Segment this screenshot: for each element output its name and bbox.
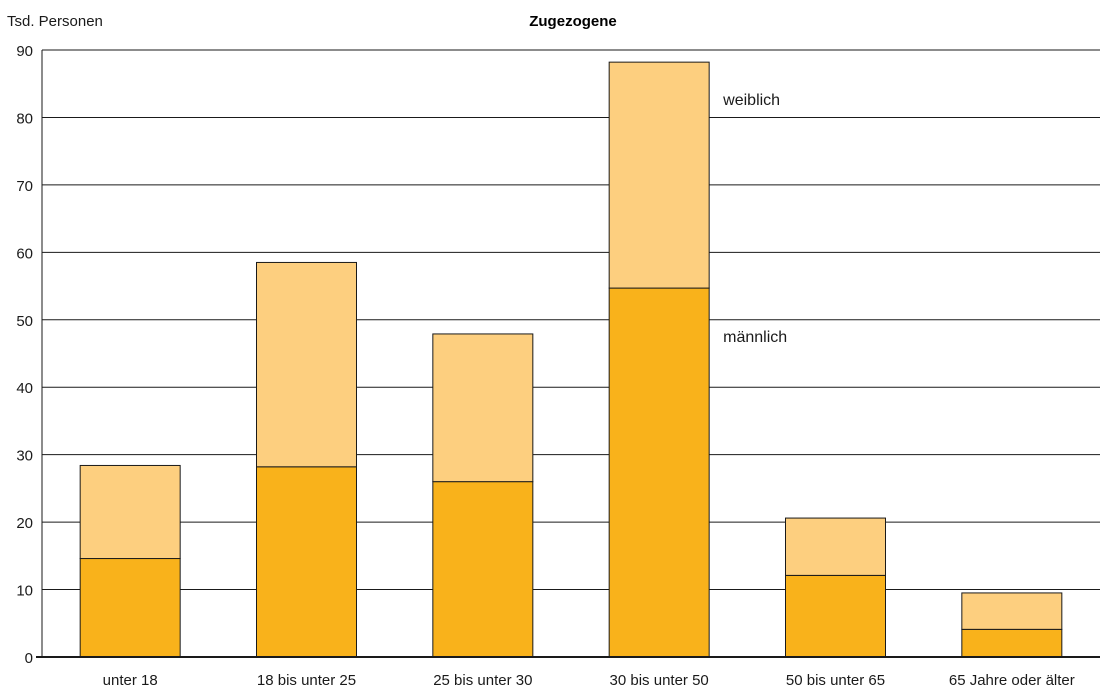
y-axis-unit-label: Tsd. Personen	[7, 13, 103, 30]
x-tick-labels: unter 18 18 bis unter 25 25 bis unter 30 30…	[103, 672, 1075, 689]
x-tick-label: 18 bis unter 25	[257, 672, 356, 689]
bar-männlich	[433, 482, 533, 657]
x-tick-label: 50 bis unter 65	[786, 672, 885, 689]
bar-männlich	[80, 559, 180, 657]
x-tick-label: unter 18	[103, 672, 158, 689]
bar-weiblich	[786, 518, 886, 575]
chart-title: Zugezogene	[529, 13, 617, 30]
bar-weiblich	[962, 593, 1062, 629]
series-labels: männlich weiblich	[722, 92, 787, 346]
series-label-maennlich: männlich	[723, 329, 787, 346]
x-tick-label: 30 bis unter 50	[610, 672, 709, 689]
bar-männlich	[609, 288, 709, 657]
series-label-weiblich: weiblich	[722, 92, 780, 109]
y-tick-label: 70	[16, 178, 33, 195]
y-tick-label: 60	[16, 245, 33, 262]
y-tick-label: 10	[16, 583, 33, 600]
bar-weiblich	[609, 62, 709, 288]
y-tick-label: 40	[16, 380, 33, 397]
bar-männlich	[257, 467, 357, 657]
bars	[80, 62, 1062, 657]
x-tick-label: 65 Jahre oder älter	[949, 672, 1075, 689]
bar-weiblich	[257, 262, 357, 466]
bar-weiblich	[80, 465, 180, 558]
y-tick-label: 80	[16, 110, 33, 127]
bar-männlich	[962, 629, 1062, 657]
y-tick-label: 20	[16, 515, 33, 532]
gridlines	[42, 50, 1100, 590]
x-tick-label: 25 bis unter 30	[433, 672, 532, 689]
y-tick-label: 90	[16, 43, 33, 60]
bar-weiblich	[433, 334, 533, 482]
y-tick-label: 30	[16, 448, 33, 465]
y-tick-label: 50	[16, 313, 33, 330]
axes	[36, 50, 1100, 657]
bar-männlich	[786, 575, 886, 657]
y-tick-labels: 0 10 20 30 40 50 60 70 80 90	[16, 43, 33, 667]
y-tick-label: 0	[25, 650, 33, 667]
